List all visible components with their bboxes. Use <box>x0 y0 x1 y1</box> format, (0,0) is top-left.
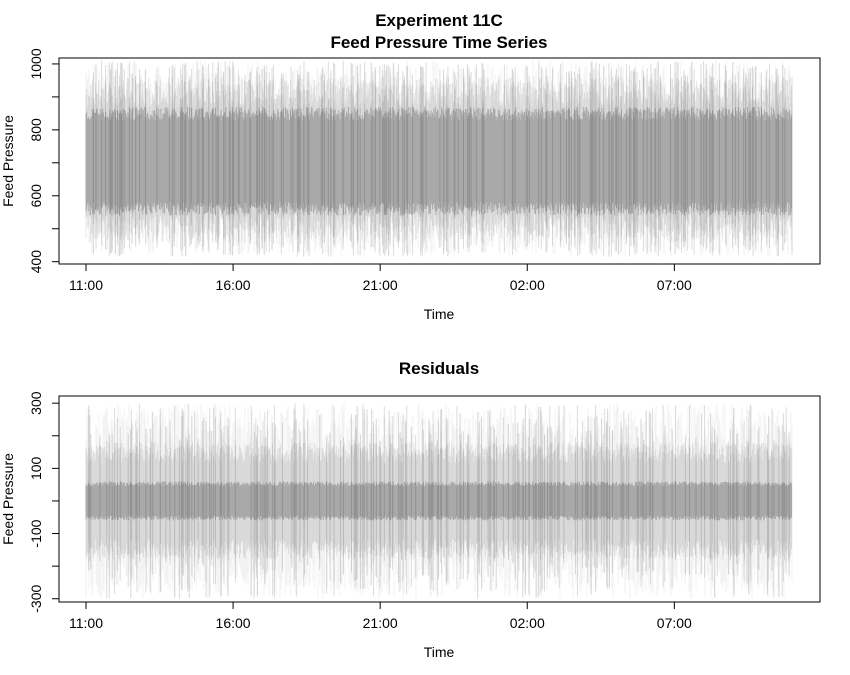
series-spikes <box>92 60 793 257</box>
series-spike-path <box>88 403 790 599</box>
y-tick-label: 800 <box>28 118 44 142</box>
y-axis: 400 600 800 1000 <box>28 48 60 274</box>
x-axis-label: Time <box>424 306 455 322</box>
x-tick-label: 11:00 <box>69 615 103 631</box>
series-band-layer <box>85 106 793 216</box>
chart-title-line-2: Feed Pressure Time Series <box>330 33 547 52</box>
x-tick-label: 16:00 <box>216 277 251 293</box>
x-axis-label: Time <box>424 644 455 660</box>
y-tick-label: -100 <box>28 519 44 547</box>
x-tick-label: 02:00 <box>510 615 545 631</box>
x-axis: 11:00 16:00 21:00 02:00 07:00 <box>69 263 692 293</box>
x-tick-label: 16:00 <box>216 615 251 631</box>
y-axis-label: Feed Pressure <box>0 115 16 207</box>
y-tick-label: 100 <box>28 456 44 480</box>
residuals-plot-area <box>85 403 793 599</box>
series-line <box>85 77 793 242</box>
x-axis: 11:00 16:00 21:00 02:00 07:00 <box>69 601 692 631</box>
feed-pressure-plot-area <box>85 60 793 257</box>
x-tick-label: 21:00 <box>363 615 398 631</box>
residuals-panel: Residuals -300 -100 100 300 11:00 16:00 21:00… <box>0 359 821 660</box>
chart-title: Residuals <box>399 359 479 378</box>
x-tick-label: 02:00 <box>510 277 545 293</box>
series-band-layer <box>85 60 793 257</box>
y-axis-label: Feed Pressure <box>0 453 16 545</box>
y-tick-label: 400 <box>28 250 44 274</box>
series-band-layer <box>85 442 793 560</box>
feed-pressure-panel: Experiment 11C Feed Pressure Time Series… <box>0 11 821 322</box>
series-line <box>85 403 793 599</box>
x-tick-label: 11:00 <box>69 277 103 293</box>
y-tick-label: 1000 <box>28 48 44 79</box>
x-tick-label: 21:00 <box>363 277 398 293</box>
series-spike-path <box>92 60 793 257</box>
series-line <box>85 106 793 216</box>
series-band-layer <box>85 403 793 599</box>
series-line <box>85 442 793 560</box>
y-tick-label: 600 <box>28 184 44 208</box>
x-tick-label: 07:00 <box>657 615 692 631</box>
series-line <box>85 481 793 521</box>
y-tick-label: 300 <box>28 391 44 415</box>
y-axis: -300 -100 100 300 <box>28 391 60 613</box>
series-spikes <box>88 403 790 599</box>
series-band-layer <box>85 77 793 242</box>
series-band-layer <box>85 481 793 521</box>
series-line <box>85 60 793 257</box>
x-tick-label: 07:00 <box>657 277 692 293</box>
chart-title-line-1: Experiment 11C <box>375 11 503 30</box>
y-tick-label: -300 <box>28 585 44 613</box>
